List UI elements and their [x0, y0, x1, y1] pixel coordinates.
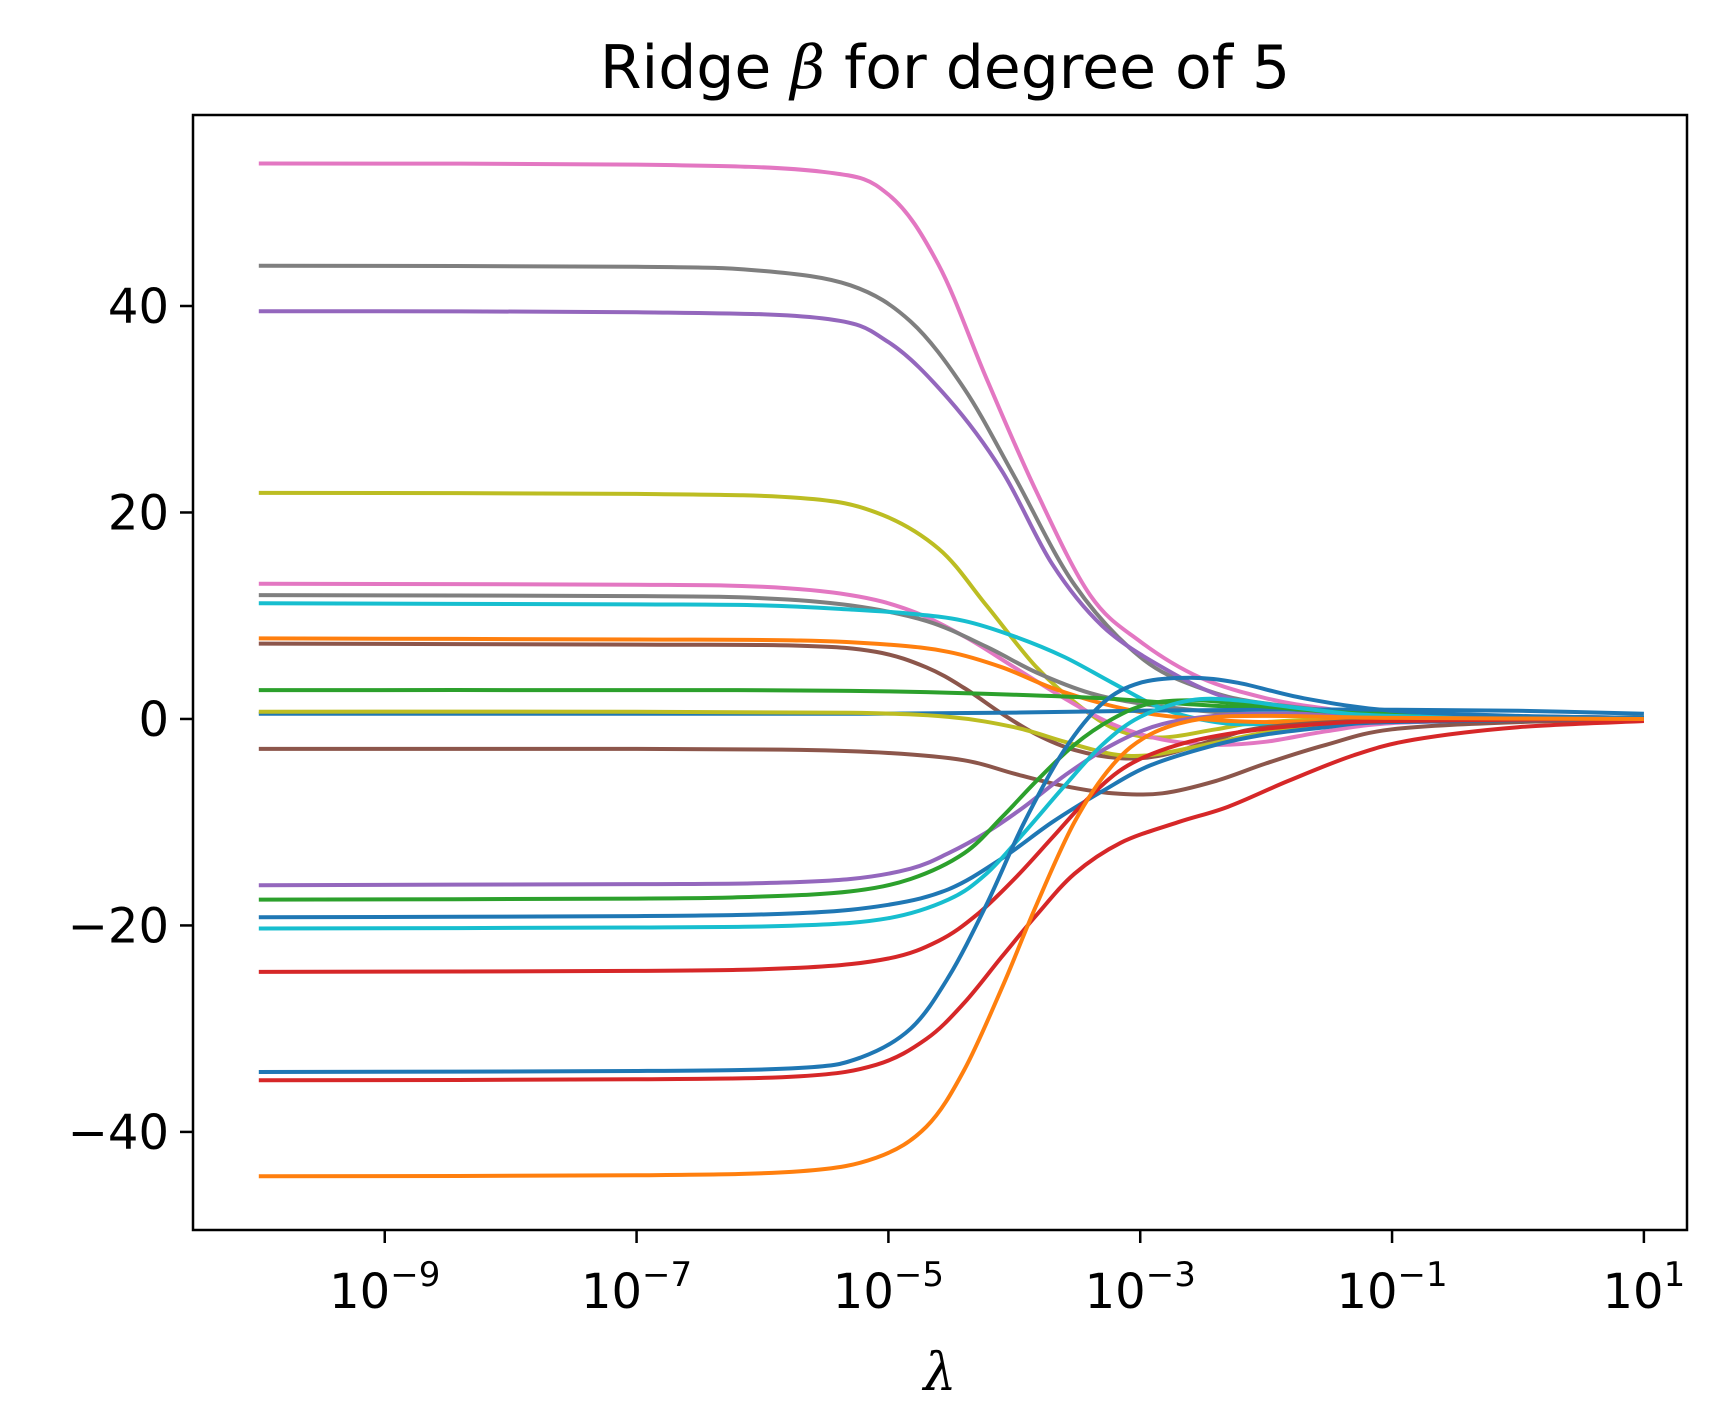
- x-axis-label: λ: [922, 1343, 957, 1403]
- y-tick-label-2: 0: [138, 692, 169, 748]
- x-axis: 10−9 10−7 10−5 10−3 10−1 101: [329, 1230, 1685, 1320]
- series-line-14: [258, 711, 1644, 888]
- beta-symbol: β: [788, 33, 825, 103]
- x-tick-label-3: 10−3: [1085, 1255, 1196, 1320]
- y-tick-label-3: −20: [68, 898, 169, 954]
- series-line-20: [258, 719, 1645, 1083]
- y-axis: 40 20 0 −20 −40: [68, 279, 193, 1161]
- x-tick-label-4: 10−1: [1336, 1255, 1447, 1320]
- y-tick-label-0: 40: [108, 279, 169, 335]
- plot-lines: [258, 161, 1645, 1179]
- x-tick-label-1: 10−7: [581, 1255, 692, 1320]
- plot-frame: [191, 113, 1689, 1232]
- x-tick-label-2: 10−5: [833, 1255, 944, 1320]
- series-line-17: [258, 696, 1644, 931]
- y-tick-label-1: 20: [108, 485, 169, 541]
- x-tick-label-5: 101: [1603, 1255, 1686, 1320]
- series-line-18: [258, 717, 1644, 974]
- series-line-19: [258, 675, 1644, 1074]
- chart-title: Ridge β for degree of 5: [600, 33, 1290, 103]
- series-line-16: [258, 717, 1644, 920]
- x-tick-label-0: 10−9: [329, 1255, 440, 1320]
- series-line-13: [258, 718, 1644, 797]
- y-tick-label-4: −40: [68, 1105, 169, 1161]
- series-line-21: [258, 713, 1644, 1179]
